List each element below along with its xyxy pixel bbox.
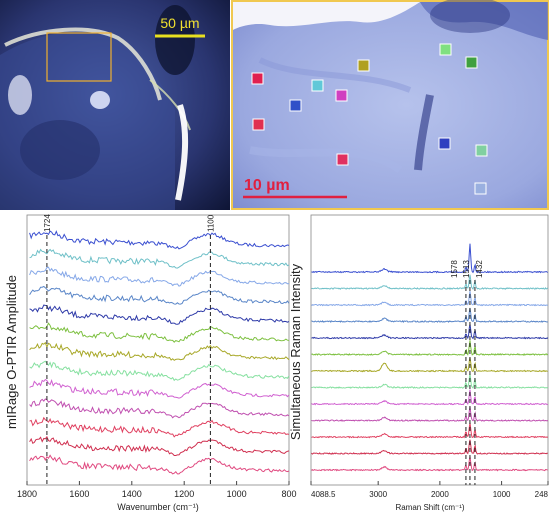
optir-tick-label: 800 — [281, 489, 296, 499]
optir-tick-label: 1800 — [17, 489, 37, 499]
marker — [465, 56, 478, 69]
optir-series-line — [29, 230, 290, 250]
raman-x-axis-label: Raman Shift (cm⁻¹) — [395, 503, 464, 512]
raman-series-line — [311, 422, 549, 439]
optir-series-line — [29, 341, 290, 361]
raman-tick-label: 1000 — [493, 490, 511, 499]
raman-annotation-label: 1513 — [462, 260, 471, 278]
optir-tick-label: 1600 — [69, 489, 89, 499]
optir-series-line — [29, 378, 290, 399]
raman-tick-label: 3000 — [369, 490, 387, 499]
optir-tick-label: 1200 — [174, 489, 194, 499]
optir-series-line — [29, 285, 290, 305]
optir-series-line — [29, 360, 290, 382]
raman-tick-label: 2000 — [431, 490, 449, 499]
marker — [438, 137, 451, 150]
zoom-region-box — [46, 32, 112, 82]
raman-annotation-lines: 1578 1513 1432 — [450, 260, 484, 485]
raman-series-line — [311, 274, 549, 291]
marker — [357, 59, 370, 72]
marker — [474, 182, 487, 195]
chart-optir: 1724 1100 1800 1600 1400 1200 1000 800 mIRage … — [4, 214, 297, 512]
optir-series-line — [29, 454, 290, 475]
raman-tick-label: 4088.5 — [311, 490, 336, 499]
optir-series-line — [29, 416, 290, 438]
marker — [335, 89, 348, 102]
marker — [439, 43, 452, 56]
optir-y-axis-label: mIRage O-PTIR Amplitude — [4, 275, 19, 429]
optir-series-line — [29, 398, 290, 419]
marker — [475, 144, 488, 157]
raman-series-line — [311, 357, 548, 373]
raman-series-line — [311, 307, 548, 324]
chart-raman: 1578 1513 1432 4088.5 3000 2000 1000 248 Simul… — [288, 214, 549, 512]
optir-tick-label: 1000 — [227, 489, 247, 499]
marker — [252, 118, 265, 131]
raman-series-line — [311, 243, 549, 274]
raman-series-line — [311, 291, 548, 307]
optir-x-axis-label: Wavenumber (cm⁻¹) — [117, 502, 198, 512]
optir-series-line — [29, 266, 290, 287]
optir-annotation-label: 1100 — [206, 214, 215, 232]
measurement-markers — [251, 43, 488, 195]
optir-tick-label: 1400 — [122, 489, 142, 499]
raman-x-ticks: 4088.5 3000 2000 1000 248 — [310, 481, 549, 499]
optir-annotation-lines: 1724 1100 — [43, 214, 215, 485]
scalebar-label-left: 50 µm — [160, 15, 199, 31]
microscope-image-overview: 50 µm — [0, 0, 230, 210]
raman-series-group — [311, 243, 549, 472]
raman-y-axis-label: Simultaneous Raman Intensity — [288, 263, 303, 440]
raman-annotation-label: 1578 — [450, 260, 459, 278]
raman-tick-label: 248 — [535, 490, 549, 499]
microscope-image-zoom: 10 µm — [231, 0, 549, 210]
raman-series-line — [311, 340, 549, 356]
marker — [311, 79, 324, 92]
optir-series-line — [29, 248, 290, 269]
optir-series-line — [29, 304, 290, 325]
optir-annotation-label: 1724 — [43, 214, 52, 232]
raman-series-line — [311, 439, 548, 455]
optir-series-group — [29, 230, 290, 475]
marker — [289, 99, 302, 112]
raman-annotation-label: 1432 — [475, 260, 484, 278]
optir-series-line — [29, 322, 290, 343]
raman-series-line — [311, 456, 548, 472]
raman-series-line — [311, 373, 548, 389]
raman-series-line — [311, 324, 549, 340]
optir-series-line — [29, 435, 290, 456]
scalebar-label-right: 10 µm — [244, 177, 290, 194]
raman-series-line — [311, 406, 549, 422]
marker — [251, 72, 264, 85]
marker — [336, 153, 349, 166]
optir-x-ticks: 1800 1600 1400 1200 1000 800 — [17, 481, 297, 499]
raman-series-line — [311, 389, 548, 406]
